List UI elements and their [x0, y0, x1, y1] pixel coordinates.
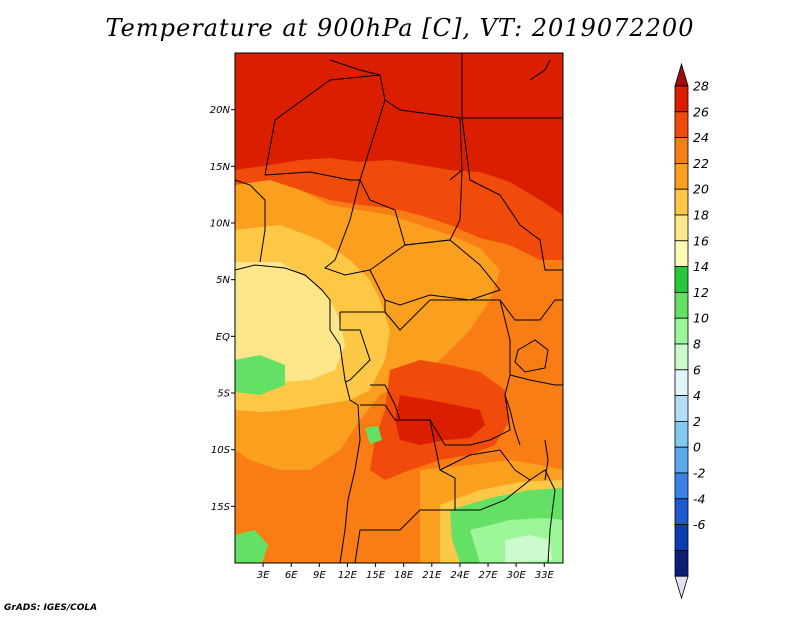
colorbar-segment: [674, 524, 689, 551]
colorbar-segment: [674, 498, 689, 525]
boundary-nigeria: [264, 171, 360, 181]
map-frame: [234, 52, 564, 564]
grads-credit: GrADS: IGES/COLA: [4, 603, 98, 613]
colorbar-segment: [674, 446, 689, 474]
boundary-tanzania: [509, 374, 563, 386]
colorbar-label: 26: [693, 104, 709, 119]
colorbar-label: 22: [693, 156, 709, 171]
colorbar-segment: [674, 85, 689, 113]
field-green-patch-west: [235, 355, 285, 395]
colorbar-label: 8: [693, 337, 701, 352]
lon-tick-label: 21E: [422, 570, 442, 581]
colorbar-bottom-cap: [674, 575, 689, 600]
colorbar-segment: [674, 317, 689, 345]
colorbar-label: 14: [693, 259, 709, 274]
colorbar-segment: [674, 266, 689, 293]
boundary-sudan: [461, 117, 563, 271]
lon-tick-label: 12E: [338, 570, 358, 581]
boundary-cameroon: [323, 179, 386, 313]
lon-tick-label: 18E: [394, 570, 414, 581]
lake-victoria: [514, 339, 549, 373]
lat-tick-label: 20N: [210, 105, 231, 116]
lat-tick-label: 10N: [210, 219, 231, 230]
colorbar-segment: [674, 162, 689, 190]
colorbar-label: 20: [693, 182, 709, 197]
boundary-west-coast: [235, 179, 266, 263]
lon-tick-label: 30E: [507, 570, 527, 581]
field-cooler-equator: [235, 262, 345, 382]
lon-tick-label: 24E: [450, 570, 470, 581]
colorbar-segment: [674, 343, 689, 371]
colorbar-label: -6: [693, 517, 706, 532]
boundary-chad: [359, 99, 463, 246]
field-hot-core: [395, 395, 485, 445]
colorbar-label: 12: [693, 285, 709, 300]
field-green-patch-sw: [235, 530, 268, 563]
lat-tick-label: 15S: [211, 502, 231, 513]
colorbar-label: 6: [693, 362, 701, 377]
longitude-axis: 3E 6E 9E 12E 15E 18E 21E 24E 27E 30E 33E: [257, 563, 555, 581]
lon-tick-label: 27E: [479, 570, 499, 581]
colorbar-segment: [674, 240, 689, 268]
colorbar-segment: [674, 137, 689, 164]
boundary-namibia: [354, 529, 361, 563]
lat-tick-label: 15N: [210, 162, 231, 173]
colorbar-segment: [674, 550, 689, 577]
boundary-sahara: [274, 74, 463, 181]
colorbar-segment: [674, 111, 689, 139]
colorbar-label: 10: [693, 311, 709, 326]
lon-tick-label: 3E: [257, 570, 270, 581]
colorbar-segment: [674, 214, 689, 242]
lat-tick-label: 5N: [216, 275, 230, 286]
lat-tick-label: 10S: [211, 445, 231, 456]
colorbar-label: 0: [693, 440, 701, 455]
colorbar-label: 18: [693, 208, 709, 223]
colorbar-label: 28: [693, 79, 709, 94]
boundary-mali: [264, 119, 276, 176]
field-warm-sahel: [235, 158, 563, 260]
colorbar-segment: [674, 369, 689, 396]
map-title: Temperature at 900hPa [C], VT: 201907220…: [105, 14, 695, 42]
boundary-drc: [370, 299, 511, 446]
lat-tick-label: 5S: [217, 389, 230, 400]
colorbar-label: -4: [693, 491, 706, 506]
temperature-field: [235, 53, 563, 563]
boundary-car: [369, 239, 501, 306]
field-hot-north: [235, 53, 563, 250]
field-green-small: [365, 426, 382, 444]
lon-tick-label: 33E: [535, 570, 555, 581]
colorbar-segment: [674, 420, 689, 448]
colorbar-label: 4: [693, 388, 701, 403]
field-southern-orange: [235, 470, 360, 563]
boundary-congo: [339, 312, 371, 383]
field-pale-green: [505, 535, 552, 563]
colorbar-segment: [674, 472, 689, 500]
coastline-west-africa: [235, 264, 361, 563]
colorbar-label: 24: [693, 130, 709, 145]
lon-tick-label: 9E: [313, 570, 326, 581]
lon-tick-label: 15E: [366, 570, 386, 581]
colorbar-top-cap: [674, 62, 689, 87]
lake-malawi: [544, 439, 549, 481]
boundary-mozambique: [529, 469, 556, 563]
boundary-zambia: [439, 449, 531, 511]
colorbar-label: 16: [693, 233, 709, 248]
lake-tanganyika: [504, 394, 521, 446]
colorbar-segment: [674, 395, 689, 422]
colorbar-segment: [674, 188, 689, 216]
latitude-axis: 20N 15N 10N 5N EQ 5S 10S 15S: [210, 105, 235, 513]
colorbar-segment: [674, 291, 689, 319]
colorbar-label: 2: [693, 414, 701, 429]
lon-tick-label: 6E: [285, 570, 298, 581]
boundary-algeria-niger: [329, 59, 381, 76]
country-boundaries: [235, 53, 563, 563]
colorbar-label: -2: [693, 466, 706, 481]
boundary-east-africa: [499, 299, 563, 321]
lat-tick-label: EQ: [216, 332, 230, 343]
red-sea-coast: [529, 59, 551, 81]
boundary-angola: [360, 404, 456, 531]
